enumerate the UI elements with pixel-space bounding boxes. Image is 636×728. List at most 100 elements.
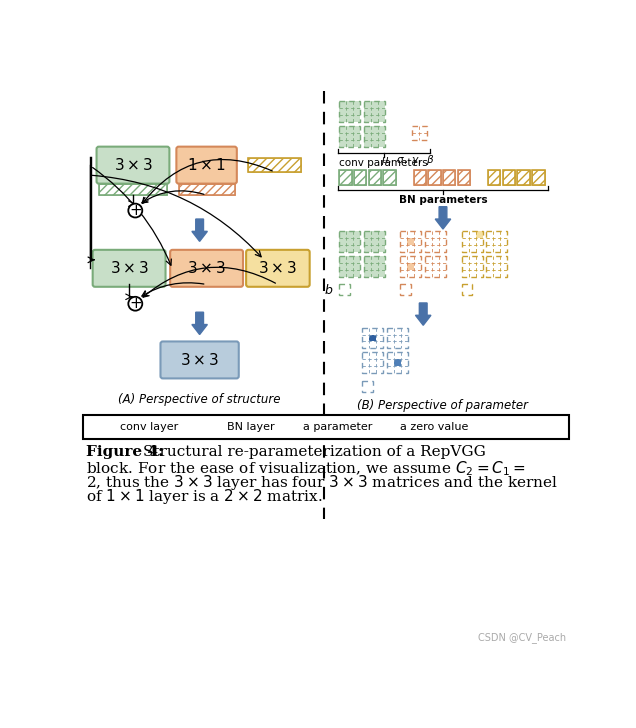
Bar <box>458 170 470 185</box>
Bar <box>184 419 223 435</box>
Bar <box>339 256 346 263</box>
Bar <box>346 132 353 140</box>
Bar <box>378 115 385 122</box>
Bar <box>285 419 293 427</box>
Bar <box>364 232 385 252</box>
Text: 2, thus the $3\times3$ layer has four $3\times3$ matrices and the kernel: 2, thus the $3\times3$ layer has four $3… <box>86 473 558 492</box>
Polygon shape <box>192 312 207 335</box>
Bar <box>346 256 353 263</box>
Bar <box>339 245 346 252</box>
Bar <box>387 352 408 373</box>
Bar <box>502 170 515 185</box>
Bar <box>413 170 426 185</box>
Bar <box>179 184 235 195</box>
Bar <box>339 170 352 185</box>
Bar <box>487 256 508 277</box>
Bar <box>364 232 371 238</box>
Text: $3\times3$: $3\times3$ <box>258 261 298 277</box>
Bar <box>346 108 353 115</box>
Bar <box>369 170 381 185</box>
Bar <box>384 170 396 185</box>
Bar <box>339 140 346 146</box>
Bar <box>378 245 385 252</box>
Bar <box>179 184 235 195</box>
Bar <box>346 232 353 238</box>
Bar <box>364 101 371 108</box>
Bar <box>364 256 385 277</box>
Bar <box>339 238 346 245</box>
Bar <box>407 238 414 245</box>
Bar <box>353 132 360 140</box>
Text: Figure 4:: Figure 4: <box>86 446 163 459</box>
Bar <box>353 108 360 115</box>
Bar <box>293 427 300 435</box>
Bar <box>364 108 371 115</box>
Bar <box>384 170 396 185</box>
Bar <box>339 115 346 122</box>
Bar <box>346 140 353 146</box>
Bar <box>370 335 377 341</box>
Bar <box>339 101 346 108</box>
Bar <box>363 328 384 349</box>
Bar <box>364 263 371 270</box>
FancyBboxPatch shape <box>93 250 165 287</box>
Bar <box>428 170 441 185</box>
Bar <box>346 263 353 270</box>
Bar <box>502 170 515 185</box>
Text: $3\times3$: $3\times3$ <box>180 352 219 368</box>
Bar <box>353 101 360 108</box>
Bar <box>476 232 483 238</box>
Text: conv layer: conv layer <box>120 422 178 432</box>
Bar <box>532 170 544 185</box>
Bar <box>378 101 385 108</box>
FancyBboxPatch shape <box>87 418 118 436</box>
Bar <box>346 126 353 132</box>
Bar <box>353 140 360 146</box>
Text: conv parameters: conv parameters <box>340 158 428 168</box>
Bar <box>339 232 360 252</box>
Bar <box>378 232 385 238</box>
Bar <box>378 270 385 277</box>
Bar <box>353 256 360 263</box>
Bar <box>371 101 378 108</box>
Bar <box>412 126 427 141</box>
Text: +: + <box>129 296 142 312</box>
Bar <box>249 158 301 172</box>
Bar <box>371 263 378 270</box>
Text: $\mu,\ \sigma,\ \gamma,\ \beta$: $\mu,\ \sigma,\ \gamma,\ \beta$ <box>381 154 434 167</box>
Bar <box>371 238 378 245</box>
Bar <box>364 256 371 263</box>
Bar <box>285 427 293 435</box>
Bar <box>371 115 378 122</box>
Bar <box>364 140 371 146</box>
Bar <box>353 126 360 132</box>
Bar <box>364 270 371 277</box>
Bar <box>285 419 300 435</box>
Text: $3\times3$: $3\times3$ <box>113 157 153 173</box>
Bar <box>378 126 385 132</box>
Text: $b$: $b$ <box>324 283 333 297</box>
Bar <box>363 352 384 373</box>
Bar <box>378 256 385 263</box>
Bar <box>462 256 483 277</box>
Polygon shape <box>192 219 207 242</box>
FancyBboxPatch shape <box>170 250 243 287</box>
Bar <box>353 263 360 270</box>
Bar <box>339 170 352 185</box>
Bar <box>339 126 360 146</box>
Bar <box>353 238 360 245</box>
Bar <box>353 270 360 277</box>
Bar <box>378 108 385 115</box>
Bar <box>346 115 353 122</box>
FancyBboxPatch shape <box>176 146 237 183</box>
Bar <box>443 170 455 185</box>
Text: (B) Perspective of parameter: (B) Perspective of parameter <box>357 399 529 412</box>
Bar <box>339 270 346 277</box>
Bar <box>364 132 371 140</box>
Text: BN layer: BN layer <box>227 422 274 432</box>
Text: (A) Perspective of structure: (A) Perspective of structure <box>118 393 281 406</box>
Text: a parameter: a parameter <box>303 422 373 432</box>
Bar <box>458 170 470 185</box>
Bar <box>371 108 378 115</box>
Bar <box>487 232 508 252</box>
